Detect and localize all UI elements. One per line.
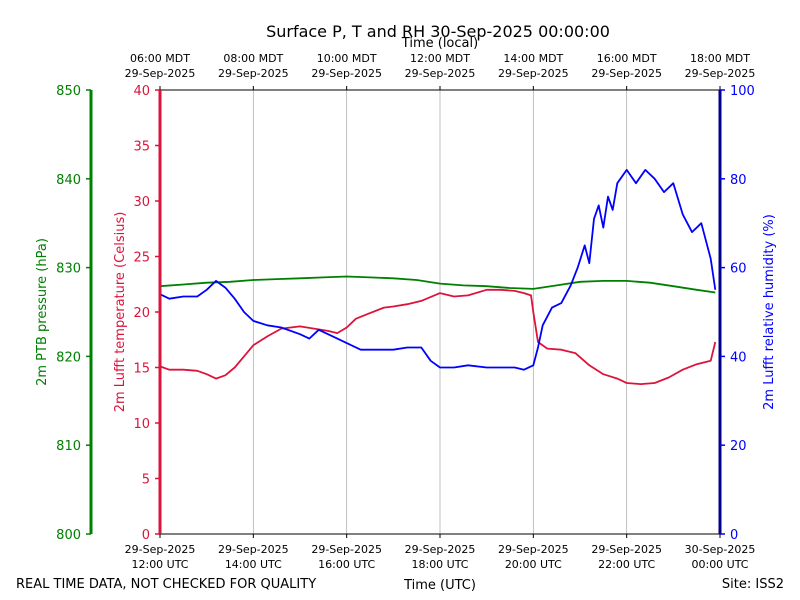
- bottom-axis-label: Time (UTC): [403, 578, 476, 593]
- humidity-axis-label: 2m Lufft relative humidity (%): [762, 214, 777, 410]
- top-x-tick-time-label: 06:00 MDT: [130, 52, 190, 65]
- pressure-tick-label: 810: [56, 439, 81, 454]
- x-tick-time-label: 12:00 UTC: [131, 558, 188, 571]
- pressure-tick-label: 850: [56, 84, 81, 99]
- x-tick-date-label: 30-Sep-2025: [685, 543, 756, 556]
- temperature-tick-label: 15: [133, 362, 150, 377]
- top-x-tick-date-label: 29-Sep-2025: [218, 67, 289, 80]
- pressure-series-line: [159, 275, 716, 294]
- pressure-tick-label: 800: [56, 528, 81, 543]
- x-tick-time-label: 00:00 UTC: [691, 558, 748, 571]
- x-tick-date-label: 29-Sep-2025: [218, 543, 289, 556]
- temperature-tick-label: 0: [142, 528, 150, 543]
- temperature-tick-label: 25: [133, 251, 150, 266]
- temperature-tick-label: 5: [142, 473, 150, 488]
- temperature-tick-label: 30: [133, 195, 150, 210]
- site-label: Site: ISS2: [722, 577, 784, 592]
- x-tick-date-label: 29-Sep-2025: [125, 543, 196, 556]
- top-x-tick-time-label: 18:00 MDT: [690, 52, 750, 65]
- temperature-axis-label: 2m Lufft temperature (Celsius): [113, 212, 128, 413]
- pressure-tick-label: 830: [56, 262, 81, 277]
- top-x-tick-date-label: 29-Sep-2025: [498, 67, 569, 80]
- x-tick-time-label: 14:00 UTC: [225, 558, 282, 571]
- x-tick-time-label: 16:00 UTC: [318, 558, 375, 571]
- top-x-tick-time-label: 16:00 MDT: [597, 52, 657, 65]
- pressure-axis-label: 2m PTB pressure (hPa): [35, 238, 50, 386]
- top-x-tick-time-label: 12:00 MDT: [410, 52, 470, 65]
- pressure-axis: 800 810 820 830 840 850: [56, 84, 93, 543]
- humidity-tick-label: 20: [730, 439, 747, 454]
- series-layer: [159, 168, 717, 386]
- top-x-tick-date-label: 29-Sep-2025: [405, 67, 476, 80]
- humidity-tick-label: 100: [730, 84, 755, 99]
- temperature-series-line: [159, 288, 717, 386]
- x-tick-date-label: 29-Sep-2025: [591, 543, 662, 556]
- top-axis-label: Time (local): [401, 36, 478, 51]
- x-tick-date-label: 29-Sep-2025: [311, 543, 382, 556]
- top-x-tick-date-label: 29-Sep-2025: [311, 67, 382, 80]
- top-axis: 06:00 MDT 29-Sep-2025 08:00 MDT 29-Sep-2025…: [125, 52, 756, 90]
- top-x-tick-time-label: 08:00 MDT: [223, 52, 283, 65]
- humidity-tick-label: 0: [730, 528, 738, 543]
- temperature-tick-label: 10: [133, 417, 150, 432]
- grid: [252, 90, 628, 534]
- top-x-tick-time-label: 10:00 MDT: [317, 52, 377, 65]
- temperature-tick-label: 35: [133, 140, 150, 155]
- x-tick-time-label: 18:00 UTC: [411, 558, 468, 571]
- top-x-tick-time-label: 14:00 MDT: [503, 52, 563, 65]
- quality-note: REAL TIME DATA, NOT CHECKED FOR QUALITY: [16, 577, 316, 592]
- chart-title: Surface P, T and RH 30-Sep-2025 00:00:00: [266, 22, 610, 41]
- humidity-tick-label: 60: [730, 262, 747, 277]
- x-tick-date-label: 29-Sep-2025: [405, 543, 476, 556]
- humidity-axis: 0 20 40 60 80 100: [718, 84, 755, 543]
- temperature-tick-label: 40: [133, 84, 150, 99]
- x-tick-time-label: 22:00 UTC: [598, 558, 655, 571]
- pressure-tick-label: 840: [56, 173, 81, 188]
- top-x-tick-date-label: 29-Sep-2025: [685, 67, 756, 80]
- humidity-tick-label: 40: [730, 350, 747, 365]
- top-x-tick-date-label: 29-Sep-2025: [125, 67, 196, 80]
- humidity-series-line: [159, 168, 717, 371]
- x-tick-date-label: 29-Sep-2025: [498, 543, 569, 556]
- temperature-tick-label: 20: [133, 306, 150, 321]
- x-tick-time-label: 20:00 UTC: [505, 558, 562, 571]
- temperature-axis: 0 5 10 15 20 25 30 35 40: [133, 84, 162, 543]
- pressure-tick-label: 820: [56, 350, 81, 365]
- humidity-tick-label: 80: [730, 173, 747, 188]
- bottom-axis: 29-Sep-2025 12:00 UTC 29-Sep-2025 14:00 UTC…: [125, 534, 756, 571]
- top-x-tick-date-label: 29-Sep-2025: [591, 67, 662, 80]
